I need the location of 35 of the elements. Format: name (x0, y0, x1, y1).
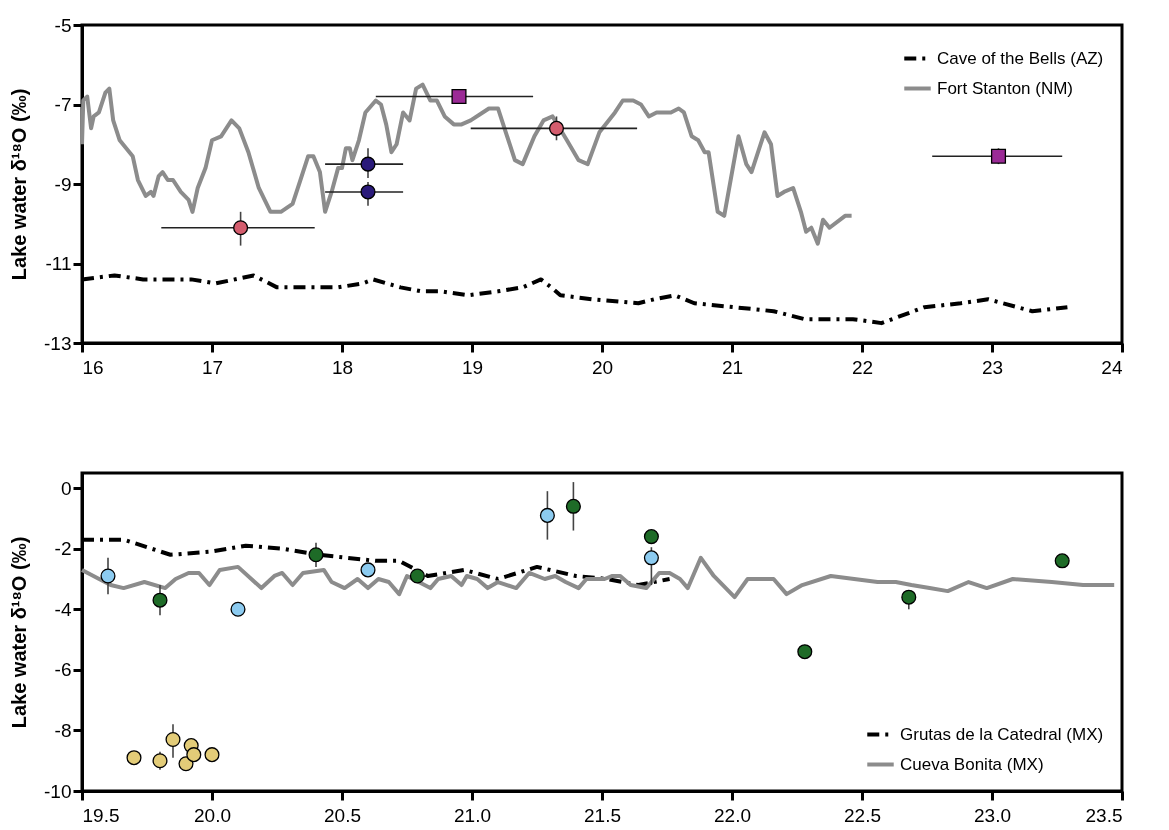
y-tick-label: -13 (44, 332, 72, 354)
x-tick-label: 23 (981, 356, 1004, 378)
y-tick-label: -2 (54, 538, 72, 560)
y-tick-label: -5 (54, 14, 72, 36)
legend-label: Fort Stanton (NM) (937, 78, 1074, 98)
x-tick-label: 19.5 (82, 804, 120, 826)
legend-label: Grutas de la Catedral (MX) (900, 724, 1104, 744)
y-axis-title: Lake water δ¹⁸O (‰) (8, 88, 31, 281)
y-tick-label: -9 (54, 173, 72, 195)
x-tick-label: 24 (1101, 356, 1123, 378)
x-tick-label: 17 (201, 356, 224, 378)
y-tick-label: -8 (54, 719, 72, 741)
x-tick-label: 23.0 (974, 804, 1011, 826)
x-tick-label: 20.5 (324, 804, 361, 826)
x-tick-label: 21.5 (584, 804, 621, 826)
x-tick-label: 22 (851, 356, 874, 378)
y-tick-label: 0 (60, 477, 72, 499)
y-tick-label: -11 (45, 253, 72, 274)
legend-label: Cave of the Bells (AZ) (937, 48, 1104, 68)
x-tick-label: 20.0 (194, 804, 231, 826)
x-tick-label: 22.5 (844, 804, 881, 826)
y-tick-label: -10 (44, 780, 72, 802)
x-tick-label: 21.0 (454, 804, 491, 826)
x-tick-label: 18 (331, 356, 354, 378)
legend-label: Cueva Bonita (MX) (900, 754, 1044, 774)
x-tick-label: 19 (461, 356, 484, 378)
x-tick-label: 16 (82, 356, 104, 378)
x-tick-label: 23.5 (1085, 804, 1123, 826)
x-tick-label: 20 (591, 356, 614, 378)
y-axis-title: Lake water δ¹⁸O (‰) (8, 536, 31, 729)
x-tick-label: 21 (721, 356, 744, 378)
y-tick-label: -6 (54, 659, 72, 681)
x-tick-label: 22.0 (714, 804, 751, 826)
y-tick-label: -7 (54, 94, 72, 115)
y-tick-label: -4 (54, 598, 72, 620)
